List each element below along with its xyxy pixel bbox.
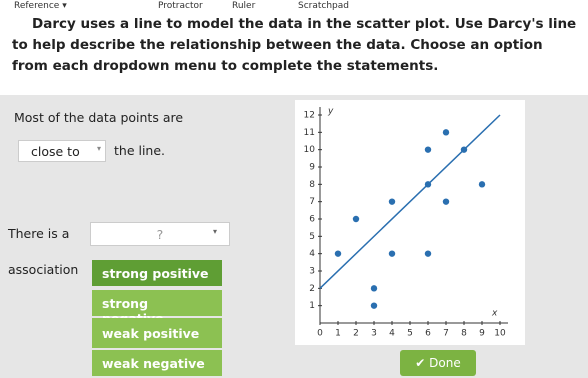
axis-label: y <box>327 107 334 117</box>
statement-text: There is a <box>8 226 70 241</box>
tool-label: Protractor <box>158 1 203 11</box>
y-tick-label: 9 <box>309 163 315 173</box>
y-tick-label: 3 <box>309 267 315 277</box>
protractor-tool[interactable]: Protractor <box>158 1 203 11</box>
data-point <box>388 198 396 205</box>
question-text: Darcy uses a line to model the data in t… <box>12 16 577 74</box>
dropdown-value: ? <box>156 227 164 242</box>
data-point <box>424 181 432 188</box>
y-tick-label: 1 <box>309 301 315 311</box>
dropdown-option[interactable]: weak negative <box>92 350 222 378</box>
x-tick-label: 4 <box>389 329 395 339</box>
statement-text: the line. <box>114 143 166 158</box>
data-point <box>424 146 432 153</box>
dropdown-option[interactable]: weak positive <box>92 318 222 350</box>
dropdown-option[interactable]: strong negative <box>92 290 222 326</box>
data-point <box>460 146 468 153</box>
axis-label: x <box>491 309 498 319</box>
data-point <box>424 250 432 257</box>
data-point <box>370 302 378 309</box>
y-tick-label: 8 <box>309 180 315 190</box>
y-tick-label: 12 <box>304 111 315 121</box>
y-tick-label: 7 <box>309 197 315 207</box>
done-button[interactable]: ✔ Done <box>400 350 476 376</box>
x-tick-label: 9 <box>479 329 485 339</box>
y-tick-label: 5 <box>309 232 315 242</box>
dropdown[interactable]: ? ▾ <box>90 222 230 246</box>
dropdown-option[interactable]: strong positive <box>92 260 222 288</box>
x-tick-label: 3 <box>371 329 377 339</box>
x-tick-label: 1 <box>335 329 341 339</box>
dropdown-value: close to <box>31 144 80 159</box>
y-tick-label: 6 <box>309 215 315 225</box>
data-point <box>334 250 342 257</box>
trend-line <box>319 114 501 289</box>
tool-label: Reference <box>14 1 60 11</box>
data-point <box>478 181 486 188</box>
scratchpad-tool[interactable]: Scratchpad <box>298 1 349 11</box>
x-tick-label: 8 <box>461 329 467 339</box>
x-tick-label: 0 <box>317 329 323 339</box>
tool-label: Scratchpad <box>298 1 349 11</box>
ruler-tool[interactable]: Ruler <box>232 1 255 11</box>
plot-background <box>295 100 525 345</box>
data-point <box>388 250 396 257</box>
data-point <box>352 215 360 223</box>
y-tick-label: 2 <box>309 284 315 294</box>
x-tick-label: 6 <box>425 329 431 339</box>
button-label: Done <box>429 356 461 370</box>
x-tick-label: 2 <box>353 329 359 339</box>
dropdown[interactable]: close to ▾ <box>18 140 106 162</box>
data-point <box>370 285 378 292</box>
data-point <box>442 198 450 205</box>
y-tick-label: 10 <box>304 145 316 155</box>
y-tick-label: 4 <box>309 249 315 259</box>
question-panel: Reference ▾ Protractor Ruler Scratchpad … <box>0 0 588 95</box>
y-tick-label: 11 <box>304 128 315 138</box>
tool-label: Ruler <box>232 1 256 11</box>
statement-text: association <box>8 262 79 277</box>
reference-menu[interactable]: Reference ▾ <box>14 1 67 11</box>
x-tick-label: 5 <box>407 329 413 339</box>
x-tick-label: 7 <box>443 329 449 339</box>
data-point <box>442 129 450 136</box>
statement-text: Most of the data points are <box>14 110 184 125</box>
x-tick-label: 10 <box>494 329 506 339</box>
